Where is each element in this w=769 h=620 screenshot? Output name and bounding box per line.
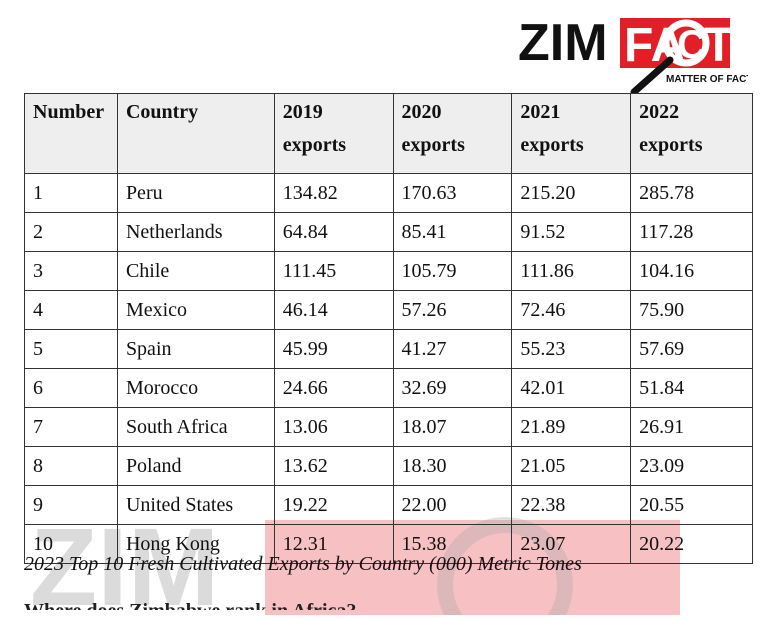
cell-2019: 45.99 <box>273 329 394 369</box>
cell-2020: 32.69 <box>392 368 513 408</box>
cell-2022: 285.78 <box>630 173 753 213</box>
cell-country: Mexico <box>116 290 275 330</box>
logo-text-c: C <box>677 23 706 67</box>
table-row: 3 Chile 111.45 105.79 111.86 104.16 <box>24 251 753 291</box>
magnifier-handle <box>630 56 674 96</box>
table-row: 2 Netherlands 64.84 85.41 91.52 117.28 <box>24 212 753 252</box>
cell-2019: 12.31 <box>273 524 394 564</box>
zimfact-logo: ZIM FA C T MATTER OF FACT <box>518 8 752 98</box>
cell-2022: 20.22 <box>630 524 753 564</box>
cell-2022: 57.69 <box>630 329 753 369</box>
cell-2022: 117.28 <box>630 212 753 252</box>
cell-country: Hong Kong <box>116 524 275 564</box>
cell-2019: 64.84 <box>273 212 394 252</box>
cell-country: Poland <box>116 446 275 486</box>
cell-number: 4 <box>24 290 118 330</box>
table-row: 9 United States 19.22 22.00 22.38 20.55 <box>24 485 753 525</box>
cut-off-heading: Where does Zimbabwe rank in Africa? <box>24 600 464 610</box>
zimfact-logo-graphic: ZIM FA C T MATTER OF FACT <box>518 14 752 96</box>
cell-2022: 23.09 <box>630 446 753 486</box>
logo-text-t: T <box>704 19 733 72</box>
header-2020: 2020 exports <box>392 93 513 174</box>
cell-2022: 51.84 <box>630 368 753 408</box>
header-number: Number <box>24 93 118 174</box>
cell-2021: 21.05 <box>511 446 632 486</box>
cell-number: 10 <box>24 524 118 564</box>
cell-2020: 85.41 <box>392 212 513 252</box>
cell-number: 3 <box>24 251 118 291</box>
cell-country: Spain <box>116 329 275 369</box>
exports-table: Number Country 2019 exports 2020 exports 2… <box>24 93 753 564</box>
cell-country: South Africa <box>116 407 275 447</box>
table-body: 1 Peru 134.82 170.63 215.20 285.78 2 Net… <box>24 173 753 564</box>
cell-2020: 105.79 <box>392 251 513 291</box>
table-row: 5 Spain 45.99 41.27 55.23 57.69 <box>24 329 753 369</box>
header-row: Number Country 2019 exports 2020 exports 2… <box>24 93 753 174</box>
cell-2020: 22.00 <box>392 485 513 525</box>
cell-2021: 23.07 <box>511 524 632 564</box>
table-row: 4 Mexico 46.14 57.26 72.46 75.90 <box>24 290 753 330</box>
cell-number: 7 <box>24 407 118 447</box>
table-header: Number Country 2019 exports 2020 exports 2… <box>24 93 753 174</box>
table-row: 10 Hong Kong 12.31 15.38 23.07 20.22 <box>24 524 753 564</box>
cell-country: United States <box>116 485 275 525</box>
header-2021: 2021 exports <box>511 93 632 174</box>
cell-country: Morocco <box>116 368 275 408</box>
cell-2019: 19.22 <box>273 485 394 525</box>
table-caption: 2023 Top 10 Fresh Cultivated Exports by … <box>24 553 582 575</box>
table-row: 7 South Africa 13.06 18.07 21.89 26.91 <box>24 407 753 447</box>
cell-number: 6 <box>24 368 118 408</box>
logo-text-zim: ZIM <box>518 14 608 72</box>
cell-2022: 104.16 <box>630 251 753 291</box>
cell-2019: 134.82 <box>273 173 394 213</box>
cell-number: 9 <box>24 485 118 525</box>
cell-2021: 111.86 <box>511 251 632 291</box>
table-row: 1 Peru 134.82 170.63 215.20 285.78 <box>24 173 753 213</box>
cell-2019: 46.14 <box>273 290 394 330</box>
logo-tagline: MATTER OF FACT <box>666 74 748 85</box>
cell-2019: 24.66 <box>273 368 394 408</box>
cell-2022: 26.91 <box>630 407 753 447</box>
cell-2020: 15.38 <box>392 524 513 564</box>
cell-2022: 75.90 <box>630 290 753 330</box>
table-row: 8 Poland 13.62 18.30 21.05 23.09 <box>24 446 753 486</box>
header-country: Country <box>116 93 275 174</box>
cell-2019: 13.06 <box>273 407 394 447</box>
cell-country: Netherlands <box>116 212 275 252</box>
header-2019: 2019 exports <box>273 93 394 174</box>
cell-2021: 42.01 <box>511 368 632 408</box>
header-2022: 2022 exports <box>630 93 753 174</box>
cell-2021: 91.52 <box>511 212 632 252</box>
cell-2021: 22.38 <box>511 485 632 525</box>
cell-2022: 20.55 <box>630 485 753 525</box>
cell-2020: 18.07 <box>392 407 513 447</box>
cell-number: 1 <box>24 173 118 213</box>
magnifier-icon <box>662 19 710 67</box>
cell-number: 5 <box>24 329 118 369</box>
cell-2021: 72.46 <box>511 290 632 330</box>
cell-2020: 41.27 <box>392 329 513 369</box>
cell-2021: 215.20 <box>511 173 632 213</box>
cell-2020: 18.30 <box>392 446 513 486</box>
cell-number: 2 <box>24 212 118 252</box>
cell-2020: 57.26 <box>392 290 513 330</box>
cell-2020: 170.63 <box>392 173 513 213</box>
cell-2021: 55.23 <box>511 329 632 369</box>
cell-2019: 13.62 <box>273 446 394 486</box>
cell-country: Peru <box>116 173 275 213</box>
table-row: 6 Morocco 24.66 32.69 42.01 51.84 <box>24 368 753 408</box>
cell-2019: 111.45 <box>273 251 394 291</box>
cell-number: 8 <box>24 446 118 486</box>
cell-country: Chile <box>116 251 275 291</box>
cell-2021: 21.89 <box>511 407 632 447</box>
